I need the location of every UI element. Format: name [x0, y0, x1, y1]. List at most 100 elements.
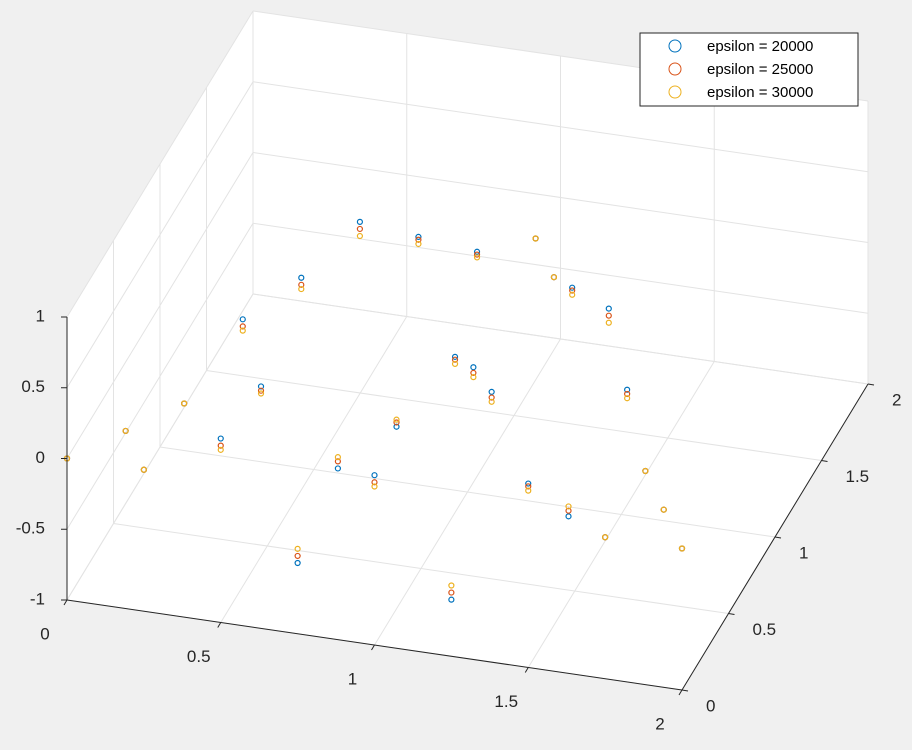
grid-line: [66, 10, 254, 318]
point: [448, 596, 455, 603]
y-tick: [774, 536, 782, 539]
legend: epsilon = 20000 epsilon = 25000 epsilon = …: [639, 32, 859, 107]
point: [239, 327, 246, 334]
point: [239, 316, 246, 323]
grid-line: [252, 293, 869, 385]
grid-line: [66, 222, 254, 530]
y-tick-label: 0: [706, 696, 715, 715]
point: [122, 427, 129, 435]
point: [298, 285, 305, 293]
x-tick: [524, 667, 529, 673]
point: [371, 483, 378, 490]
point: [239, 323, 246, 330]
legend-label: epsilon = 25000: [707, 61, 813, 78]
x-tick-label: 0: [40, 624, 49, 643]
grid-line: [252, 222, 869, 314]
point: [624, 390, 631, 398]
axes-area: [67, 11, 868, 690]
point: [181, 400, 188, 407]
point: [393, 416, 400, 423]
point: [565, 513, 572, 520]
point: [488, 394, 495, 401]
point: [393, 419, 400, 426]
y-tick: [728, 613, 735, 615]
x-tick: [63, 599, 68, 606]
y-tick: [681, 689, 689, 692]
point: [448, 589, 455, 596]
legend-label: epsilon = 30000: [707, 84, 813, 101]
z-tick-label: -0.5: [16, 519, 45, 538]
grid-line: [66, 81, 254, 389]
point: [565, 507, 572, 514]
grid-line: [159, 446, 776, 538]
axes: 0 0.5 1 1.5 2 0 0.5 1 1.5 2 -1 -0.5 0 0.5 1: [16, 306, 902, 733]
point: [525, 483, 532, 490]
point: [356, 225, 364, 233]
grid-line: [252, 81, 869, 173]
point: [257, 390, 265, 397]
point: [334, 454, 341, 461]
point: [605, 319, 612, 326]
point: [525, 487, 532, 494]
grid-line: [252, 152, 869, 243]
y-tick-label: 1.5: [846, 467, 870, 486]
point: [525, 480, 532, 487]
point: [217, 442, 224, 449]
point: [356, 232, 364, 240]
point: [257, 383, 265, 390]
z-tick-label: 1: [36, 306, 45, 325]
x-tick-label: 1: [348, 669, 357, 688]
point: [569, 284, 576, 291]
point: [334, 458, 341, 465]
point: [488, 388, 495, 396]
x-tick: [371, 644, 375, 651]
point: [451, 356, 459, 363]
z-tick-label: -1: [30, 589, 45, 608]
grid-line: [113, 523, 729, 614]
point: [678, 545, 686, 552]
point: [532, 235, 539, 242]
y-tick: [821, 460, 828, 462]
y-tick: [867, 383, 875, 386]
z-tick-label: 0: [36, 448, 45, 467]
point: [217, 446, 224, 453]
point: [257, 387, 265, 394]
point: [140, 466, 147, 473]
point: [448, 582, 455, 589]
point: [294, 545, 301, 552]
point: [334, 465, 341, 472]
point: [356, 218, 364, 225]
point: [451, 360, 459, 368]
point: [371, 479, 378, 486]
point: [393, 423, 400, 430]
point: [569, 287, 576, 294]
x-tick-label: 0.5: [187, 647, 211, 666]
point: [624, 386, 631, 393]
point: [569, 291, 576, 298]
point: [217, 435, 224, 442]
grid-line: [206, 370, 822, 461]
y-tick-label: 2: [892, 390, 901, 409]
point: [371, 472, 378, 479]
points: [63, 218, 686, 603]
point: [602, 534, 609, 541]
point: [415, 233, 422, 241]
x-tick: [678, 689, 683, 696]
legend-box: [639, 32, 859, 107]
point: [298, 274, 305, 281]
z-tick-label: 0.5: [21, 377, 45, 396]
y-tick-label: 0.5: [753, 620, 777, 639]
point: [415, 236, 422, 243]
point: [565, 503, 572, 510]
point: [473, 251, 481, 258]
y-tick-label: 1: [799, 543, 808, 562]
point: [451, 353, 459, 360]
point: [298, 281, 305, 288]
x-tick-label: 2: [655, 714, 664, 733]
point: [624, 395, 631, 402]
legend-label: epsilon = 20000: [707, 38, 813, 55]
legend-marker: [668, 39, 682, 53]
legend-marker: [668, 62, 682, 76]
point: [605, 312, 612, 319]
